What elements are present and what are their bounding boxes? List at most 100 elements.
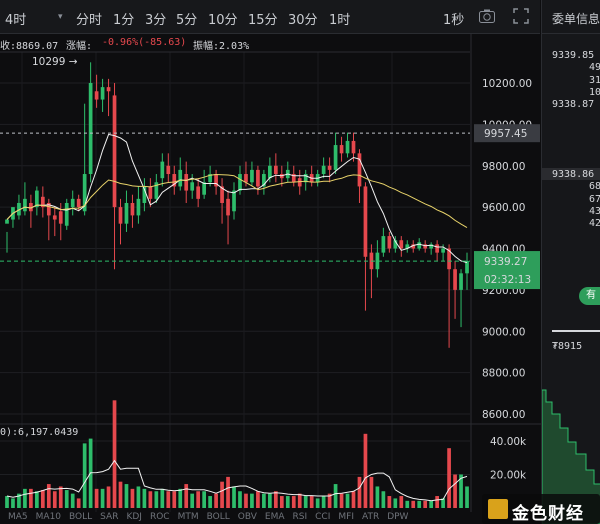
candle-body[interactable] xyxy=(321,165,326,175)
candle-body[interactable] xyxy=(118,207,123,224)
candle-body[interactable] xyxy=(214,174,218,187)
indicator-tab-rsi[interactable]: RSI xyxy=(292,512,308,522)
candle-body[interactable] xyxy=(303,174,308,183)
candle-body[interactable] xyxy=(244,174,248,183)
candle-body[interactable] xyxy=(76,198,81,208)
candle-body[interactable] xyxy=(100,87,105,100)
candle-body[interactable] xyxy=(447,248,451,270)
candle-body[interactable] xyxy=(40,196,45,208)
candle-body[interactable] xyxy=(297,178,302,187)
indicator-tab-obv[interactable]: OBV xyxy=(237,512,257,522)
chevron-down-icon[interactable]: ▾ xyxy=(58,12,63,22)
candle-body[interactable] xyxy=(64,202,69,226)
candle-body[interactable] xyxy=(435,244,439,253)
candle-body[interactable] xyxy=(375,252,380,270)
candle-body[interactable] xyxy=(381,236,386,253)
candle-body[interactable] xyxy=(393,240,398,249)
candle-body[interactable] xyxy=(220,186,224,203)
candle-body[interactable] xyxy=(291,174,296,183)
candle-body[interactable] xyxy=(112,95,117,208)
candle-body[interactable] xyxy=(250,169,254,183)
timeframe-tab-4h[interactable]: 4时 xyxy=(5,13,27,28)
candle-body[interactable] xyxy=(429,244,434,249)
candle-body[interactable] xyxy=(423,244,428,249)
candle-body[interactable] xyxy=(190,182,195,191)
timeframe-tab-15m[interactable]: 15分 xyxy=(248,13,278,28)
candle-body[interactable] xyxy=(357,153,362,187)
bid-qty[interactable]: 68 xyxy=(588,181,600,192)
candle-body[interactable] xyxy=(88,83,93,175)
candle-body[interactable] xyxy=(208,174,212,183)
indicator-tab-boll[interactable]: BOLL xyxy=(69,512,93,522)
candle-body[interactable] xyxy=(82,174,87,212)
candle-body[interactable] xyxy=(35,190,39,208)
candle-body[interactable] xyxy=(178,169,183,187)
timeframe-tab-1m[interactable]: 1分 xyxy=(113,13,135,28)
kline-chart[interactable]: 10200.0010000.009800.009600.009400.00920… xyxy=(0,0,541,524)
bid-qty[interactable]: 42 xyxy=(588,218,600,229)
ask-price[interactable]: 9339.85 xyxy=(552,50,595,61)
timeframe-tab-5m[interactable]: 5分 xyxy=(176,13,198,28)
candle-body[interactable] xyxy=(94,91,99,100)
candle-body[interactable] xyxy=(196,186,201,199)
timeframe-tab-30m[interactable]: 30分 xyxy=(288,13,318,28)
candle-body[interactable] xyxy=(273,165,278,175)
fullscreen-icon[interactable] xyxy=(512,7,530,25)
timeframe-tab-3m[interactable]: 3分 xyxy=(145,13,167,28)
candle-body[interactable] xyxy=(351,140,356,154)
candle-body[interactable] xyxy=(232,190,236,212)
candle-body[interactable] xyxy=(23,198,27,212)
indicator-tab-mtm[interactable]: MTM xyxy=(177,512,199,522)
candle-body[interactable] xyxy=(459,273,463,290)
candle-body[interactable] xyxy=(130,202,135,216)
candle-body[interactable] xyxy=(405,244,410,249)
candle-body[interactable] xyxy=(339,145,344,154)
candle-body[interactable] xyxy=(262,174,266,187)
candle-body[interactable] xyxy=(70,198,75,208)
candle-body[interactable] xyxy=(52,215,57,220)
indicator-tab-kdj[interactable]: KDJ xyxy=(126,512,142,522)
candle-body[interactable] xyxy=(399,240,404,249)
indicator-tab-cci[interactable]: CCI xyxy=(315,512,331,522)
candle-body[interactable] xyxy=(238,174,242,191)
candle-body[interactable] xyxy=(387,236,392,249)
candle-body[interactable] xyxy=(17,202,21,216)
candle-body[interactable] xyxy=(106,87,111,92)
candle-body[interactable] xyxy=(345,140,350,154)
candle-body[interactable] xyxy=(268,165,272,179)
indicator-tab-ma10[interactable]: MA10 xyxy=(35,512,62,522)
indicator-tab-sar[interactable]: SAR xyxy=(100,512,119,522)
candle-body[interactable] xyxy=(256,169,260,187)
candle-body[interactable] xyxy=(465,260,469,274)
candle-body[interactable] xyxy=(441,248,445,253)
candle-body[interactable] xyxy=(5,219,9,224)
indicator-tab-boll[interactable]: BOLL xyxy=(206,512,230,522)
candle-body[interactable] xyxy=(58,211,63,224)
candle-body[interactable] xyxy=(142,186,147,203)
indicator-tab-roc[interactable]: ROC xyxy=(149,512,170,522)
candle-body[interactable] xyxy=(124,202,129,224)
candle-body[interactable] xyxy=(333,145,338,170)
ask-qty[interactable]: 49 xyxy=(588,62,600,73)
candle-body[interactable] xyxy=(411,244,416,249)
timeframe-tab-10m[interactable]: 10分 xyxy=(208,13,238,28)
bid-price[interactable]: 9338.86 xyxy=(552,169,595,180)
ask-qty[interactable]: 31 xyxy=(588,75,600,86)
candle-body[interactable] xyxy=(226,198,230,216)
candle-body[interactable] xyxy=(160,161,165,179)
candle-body[interactable] xyxy=(148,186,153,199)
indicator-tab-ma5[interactable]: MA5 xyxy=(8,512,28,522)
camera-icon[interactable] xyxy=(478,7,496,25)
bid-qty[interactable]: 43 xyxy=(588,206,600,217)
indicator-tab-atr[interactable]: ATR xyxy=(361,512,380,522)
candle-body[interactable] xyxy=(136,198,141,216)
candle-body[interactable] xyxy=(46,202,51,216)
candle-body[interactable] xyxy=(166,165,171,175)
indicator-tab-dpw[interactable]: DPW xyxy=(387,512,409,522)
candle-body[interactable] xyxy=(453,269,457,290)
candle-body[interactable] xyxy=(417,242,422,249)
candle-body[interactable] xyxy=(154,182,159,199)
candle-body[interactable] xyxy=(172,174,177,187)
candle-body[interactable] xyxy=(184,174,189,191)
indicator-tab-mfi[interactable]: MFI xyxy=(338,512,354,522)
